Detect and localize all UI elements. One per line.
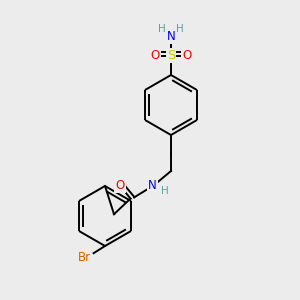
Text: N: N: [167, 30, 176, 44]
Text: O: O: [182, 49, 191, 62]
Text: N: N: [148, 179, 157, 193]
Text: O: O: [116, 178, 124, 192]
Text: S: S: [167, 49, 175, 62]
Text: O: O: [151, 49, 160, 62]
Text: H: H: [176, 23, 184, 34]
Text: H: H: [158, 23, 166, 34]
Text: Br: Br: [78, 251, 91, 264]
Text: H: H: [160, 186, 168, 197]
